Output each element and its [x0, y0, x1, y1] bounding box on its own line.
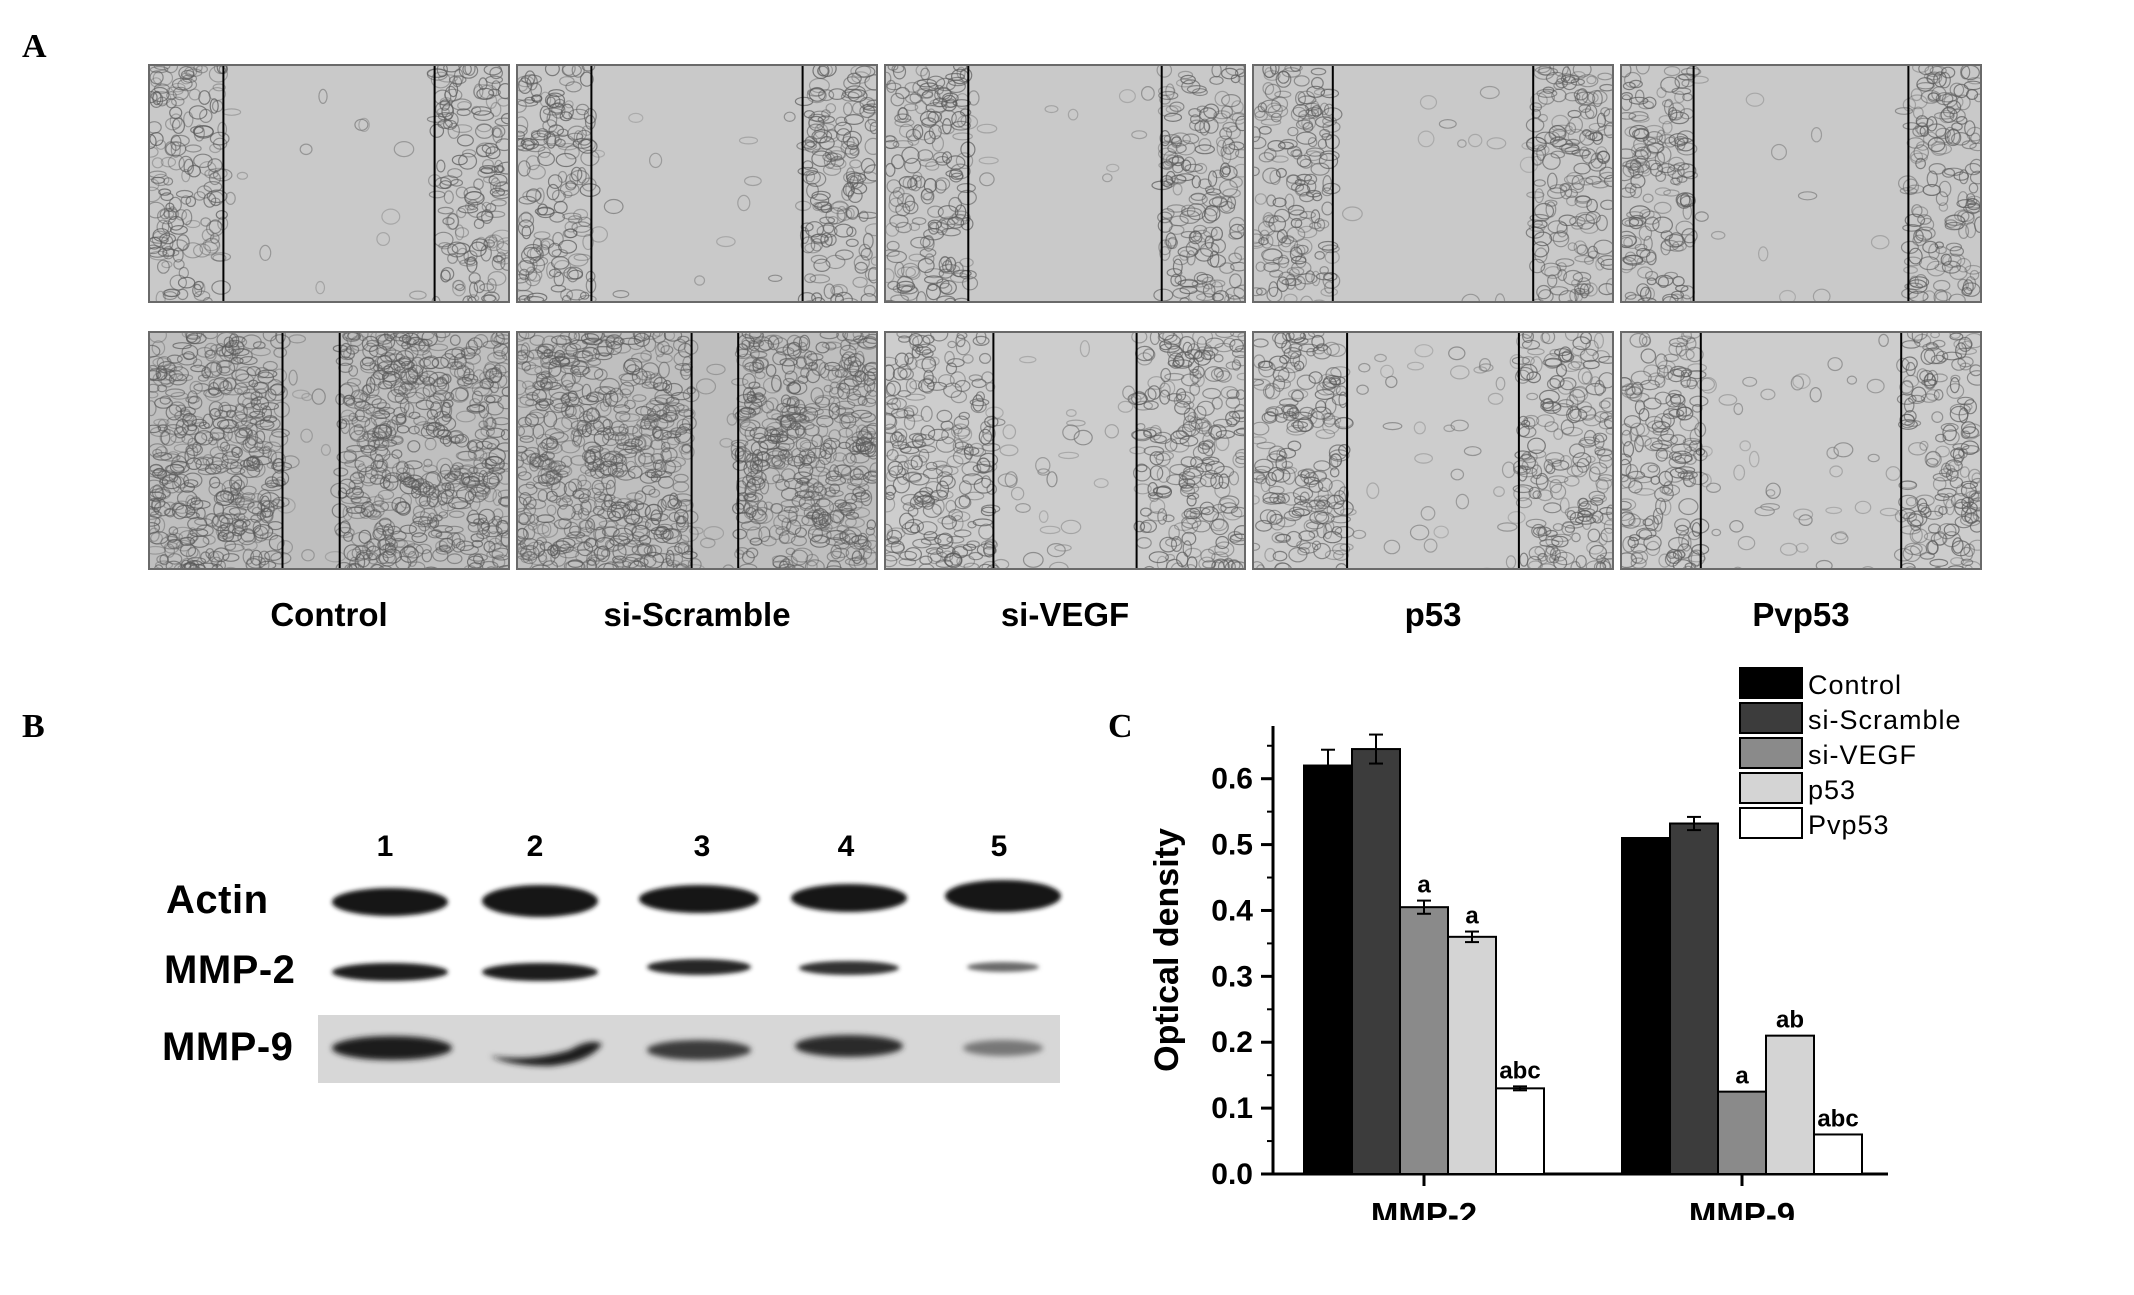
- mmp2-band-4: [799, 961, 899, 975]
- micrograph-bottom-4: [1252, 331, 1614, 570]
- legend-label-control: Control: [1808, 670, 1902, 700]
- blot-label-mmp2: MMP-2: [164, 948, 296, 992]
- x-tick-label-mmp-2: MMP-2: [1371, 1196, 1477, 1220]
- significance-label: a: [1417, 872, 1431, 899]
- micrograph-top-2: [516, 64, 878, 303]
- y-tick-label: 0.3: [1211, 960, 1253, 993]
- micrograph-bottom-5: [1620, 331, 1982, 570]
- actin-band-4: [791, 884, 907, 912]
- y-tick-label: 0.5: [1211, 829, 1253, 862]
- legend-label-si-scramble: si-Scramble: [1808, 705, 1962, 735]
- legend-swatch-p53: [1739, 772, 1803, 804]
- panel-letter-c: C: [1108, 708, 1133, 745]
- x-tick-label-mmp-9: MMP-9: [1689, 1196, 1795, 1220]
- blot-image: [318, 880, 1061, 1083]
- bar-p53-mmp-9: [1765, 1034, 1815, 1175]
- bar-p53-mmp-2: [1447, 935, 1497, 1175]
- bar-control-mmp-9: [1621, 837, 1671, 1175]
- y-tick-label: 0.0: [1211, 1158, 1253, 1191]
- panel-letter-b: B: [22, 708, 45, 745]
- y-axis-label: Optical density: [1148, 828, 1186, 1072]
- condition-label-4: p53: [1404, 596, 1462, 633]
- bar-control-mmp-2: [1303, 764, 1353, 1175]
- micrograph-top-3: [884, 64, 1246, 303]
- y-tick-label: 0.2: [1211, 1026, 1253, 1059]
- mmp2-band-1: [332, 963, 448, 981]
- mmp9-band-3: [647, 1040, 751, 1060]
- blot-label-actin: Actin: [166, 878, 269, 922]
- micrograph-bottom-3: [884, 331, 1246, 570]
- bar-si-vegf-mmp-2: [1399, 906, 1449, 1175]
- condition-label-3: si-VEGF: [1000, 596, 1130, 633]
- mmp2-band-5: [967, 962, 1039, 972]
- micrograph-top-1: [148, 64, 510, 303]
- bar-si-scramble-mmp-2: [1351, 748, 1401, 1175]
- y-tick-label: 0.1: [1211, 1092, 1253, 1125]
- condition-label-1: Control: [270, 596, 388, 633]
- lane-number-3: 3: [693, 830, 711, 863]
- actin-band-2: [482, 885, 598, 917]
- micrograph-top-5: [1620, 64, 1982, 303]
- panel-b-western-blot: 1 2 3 4 5 Actin MMP-2 MMP-9: [150, 800, 1090, 1100]
- panel-c-bar-chart: 0.0 0.1 0.2 0.3 0.4 0.5 0.6 Optical density a a ab…: [1148, 667, 1962, 1220]
- bar-pvp53-mmp-2: [1495, 1087, 1545, 1175]
- mmp9-band-2: [490, 1042, 602, 1066]
- legend-label-pvp53: Pvp53: [1808, 810, 1890, 840]
- significance-label: a: [1465, 903, 1479, 930]
- mmp2-band-2: [482, 963, 598, 981]
- lane-number-4: 4: [837, 830, 855, 863]
- significance-label: a: [1735, 1063, 1749, 1090]
- significance-label: abc: [1499, 1057, 1540, 1084]
- lane-number-5: 5: [990, 830, 1008, 863]
- bar-si-scramble-mmp-9: [1669, 822, 1719, 1175]
- legend-label-p53: p53: [1808, 775, 1856, 805]
- mmp9-band-5: [963, 1040, 1043, 1056]
- lane-number-1: 1: [376, 830, 394, 863]
- actin-band-5: [945, 880, 1061, 912]
- y-tick-label: 0.4: [1211, 894, 1253, 927]
- actin-band-3: [639, 885, 759, 913]
- mmp9-band-1: [332, 1036, 452, 1060]
- bar-si-vegf-mmp-9: [1717, 1090, 1767, 1176]
- blot-label-mmp9: MMP-9: [162, 1025, 294, 1069]
- legend-label-si-vegf: si-VEGF: [1808, 740, 1917, 770]
- legend-swatch-control: [1739, 667, 1803, 699]
- micrograph-bottom-2: [516, 331, 878, 570]
- mmp9-band-4: [795, 1035, 903, 1057]
- significance-label: abc: [1817, 1105, 1858, 1132]
- legend-swatch-pvp53: [1739, 807, 1803, 839]
- mmp2-band-3: [647, 959, 751, 975]
- y-tick-label: 0.6: [1211, 763, 1253, 796]
- panel-letter-a: A: [22, 28, 47, 65]
- significance-label: ab: [1776, 1007, 1804, 1034]
- legend-swatch-si-vegf: [1739, 737, 1803, 769]
- condition-label-5: Pvp53: [1752, 596, 1850, 633]
- lane-number-2: 2: [526, 830, 544, 863]
- bar-pvp53-mmp-9: [1813, 1133, 1863, 1175]
- micrograph-top-4: [1252, 64, 1614, 303]
- legend-swatch-si-scramble: [1739, 702, 1803, 734]
- micrograph-bottom-1: [148, 331, 510, 570]
- actin-band-1: [332, 888, 448, 916]
- condition-label-2: si-Scramble: [603, 596, 791, 633]
